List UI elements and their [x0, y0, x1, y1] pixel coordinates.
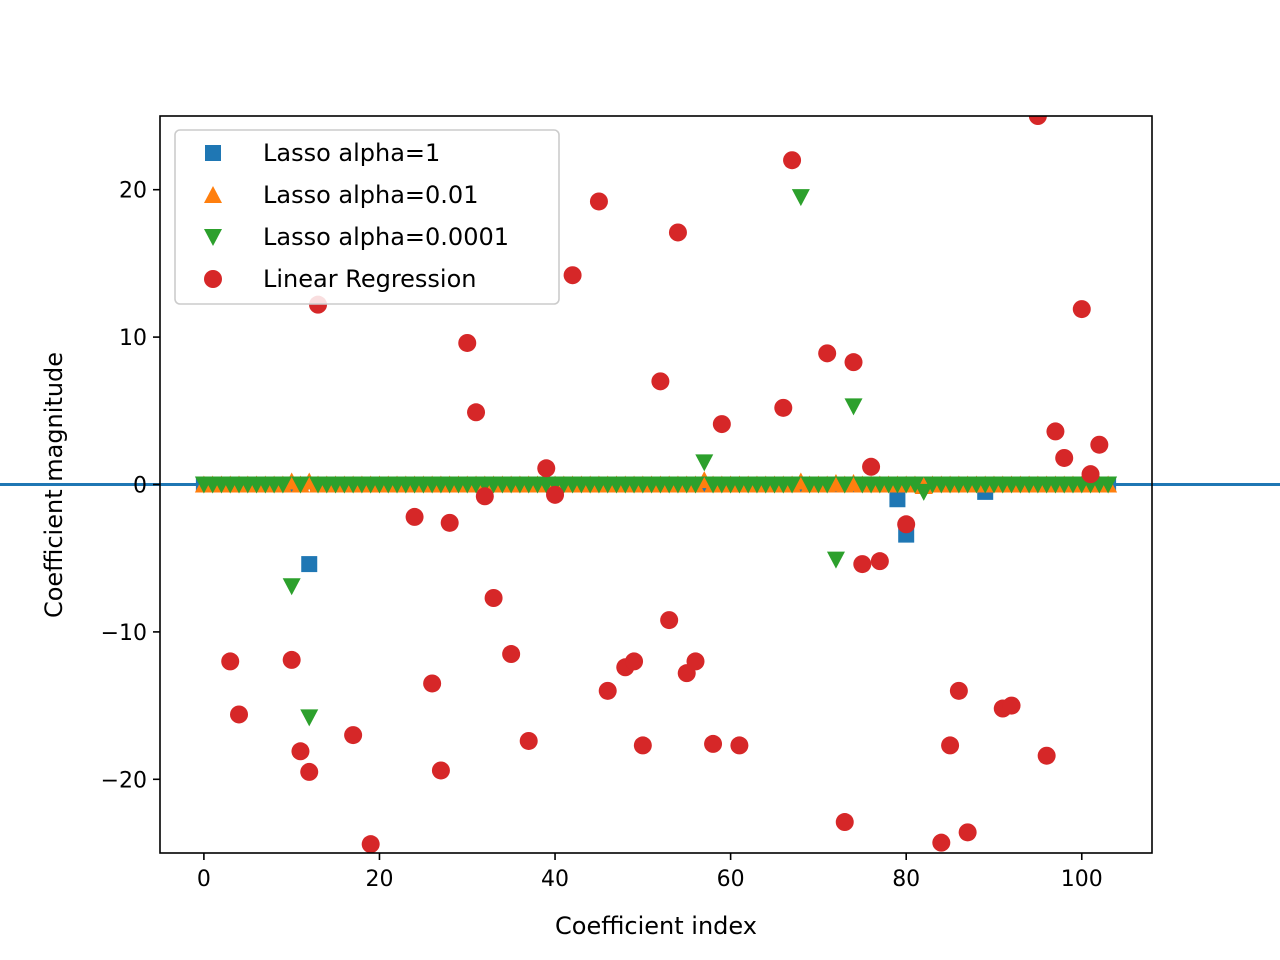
data-point	[870, 552, 889, 571]
data-point	[958, 823, 977, 842]
data-point	[791, 189, 810, 207]
data-point	[844, 353, 863, 372]
data-point	[1055, 448, 1074, 467]
data-point	[1081, 465, 1100, 484]
legend-marker	[204, 229, 222, 246]
y-tick-label: 20	[119, 179, 147, 204]
y-axis-label: Coefficient magnitude	[40, 352, 68, 618]
y-tick-label: −20	[101, 768, 147, 793]
legend-label: Lasso alpha=0.0001	[263, 223, 509, 251]
data-point	[844, 398, 863, 416]
y-tick-label: 0	[133, 474, 147, 499]
data-point	[730, 736, 749, 755]
data-point	[949, 681, 968, 700]
legend-marker	[205, 145, 221, 161]
data-point	[889, 491, 906, 508]
data-point	[300, 762, 319, 781]
data-point	[633, 736, 652, 755]
legend: Lasso alpha=1 Lasso alpha=0.01 Lasso alpha…	[174, 129, 560, 305]
data-point	[835, 813, 854, 832]
data-point	[897, 515, 916, 534]
series-2	[194, 189, 1118, 727]
data-point	[1099, 476, 1118, 494]
data-point	[300, 709, 319, 727]
data-point	[862, 457, 881, 476]
data-point	[1072, 300, 1091, 319]
data-point	[651, 372, 670, 391]
legend-box	[174, 129, 560, 305]
legend-marker	[204, 186, 222, 203]
legend-label: Linear Regression	[263, 265, 477, 293]
x-tick-label: 100	[1061, 867, 1103, 892]
data-point	[818, 476, 837, 494]
x-tick-label: 40	[541, 867, 569, 892]
data-point	[1090, 435, 1109, 454]
data-point	[1037, 746, 1056, 765]
data-point	[625, 652, 644, 671]
data-point	[914, 483, 933, 501]
data-point	[301, 556, 318, 573]
data-point	[405, 507, 424, 526]
data-point	[291, 476, 310, 494]
data-point	[941, 736, 960, 755]
data-point	[783, 151, 802, 170]
data-point	[282, 578, 301, 596]
x-tick-label: 60	[717, 867, 745, 892]
data-point	[344, 726, 363, 745]
data-point	[282, 650, 301, 669]
data-point	[695, 454, 714, 472]
data-point	[467, 403, 486, 422]
data-point	[484, 588, 503, 607]
data-point	[704, 734, 723, 753]
data-point	[818, 344, 837, 363]
data-point	[1002, 696, 1021, 715]
x-tick-label: 20	[365, 867, 393, 892]
data-point	[660, 611, 679, 630]
data-point	[361, 835, 380, 853]
legend-label: Lasso alpha=0.01	[263, 181, 478, 209]
data-point	[783, 476, 802, 494]
legend-marker	[204, 270, 222, 288]
data-point	[686, 652, 705, 671]
data-point	[519, 731, 538, 750]
data-point	[932, 833, 951, 852]
data-point	[905, 476, 924, 494]
data-point	[835, 476, 854, 494]
data-point	[291, 742, 310, 761]
data-point	[826, 551, 845, 569]
data-point	[273, 476, 292, 494]
data-point	[221, 652, 240, 671]
data-point	[1046, 422, 1065, 441]
data-point	[853, 555, 872, 574]
data-point	[423, 674, 442, 693]
data-point	[589, 192, 608, 211]
data-point	[230, 705, 249, 724]
y-tick-label: −10	[101, 621, 147, 646]
series-3	[221, 116, 1109, 853]
x-tick-label: 80	[892, 867, 920, 892]
axes: 0 20 40 60 80 100 −20 −10 0 10 20	[101, 115, 1153, 892]
data-point	[686, 476, 705, 494]
data-point	[668, 223, 687, 242]
data-point	[537, 459, 556, 478]
data-point	[502, 645, 521, 664]
data-point	[598, 681, 617, 700]
data-point	[475, 487, 494, 506]
data-point	[563, 266, 582, 285]
x-axis-label: Coefficient index	[555, 912, 757, 940]
data-point	[431, 761, 450, 780]
plot-area	[194, 116, 1118, 853]
data-point	[458, 333, 477, 352]
data-point	[1028, 116, 1047, 125]
data-point	[440, 513, 459, 532]
data-point	[774, 398, 793, 417]
legend-label: Lasso alpha=1	[263, 139, 440, 167]
y-tick-label: 10	[119, 326, 147, 351]
data-point	[546, 485, 565, 504]
x-tick-label: 0	[197, 867, 211, 892]
data-point	[712, 415, 731, 434]
